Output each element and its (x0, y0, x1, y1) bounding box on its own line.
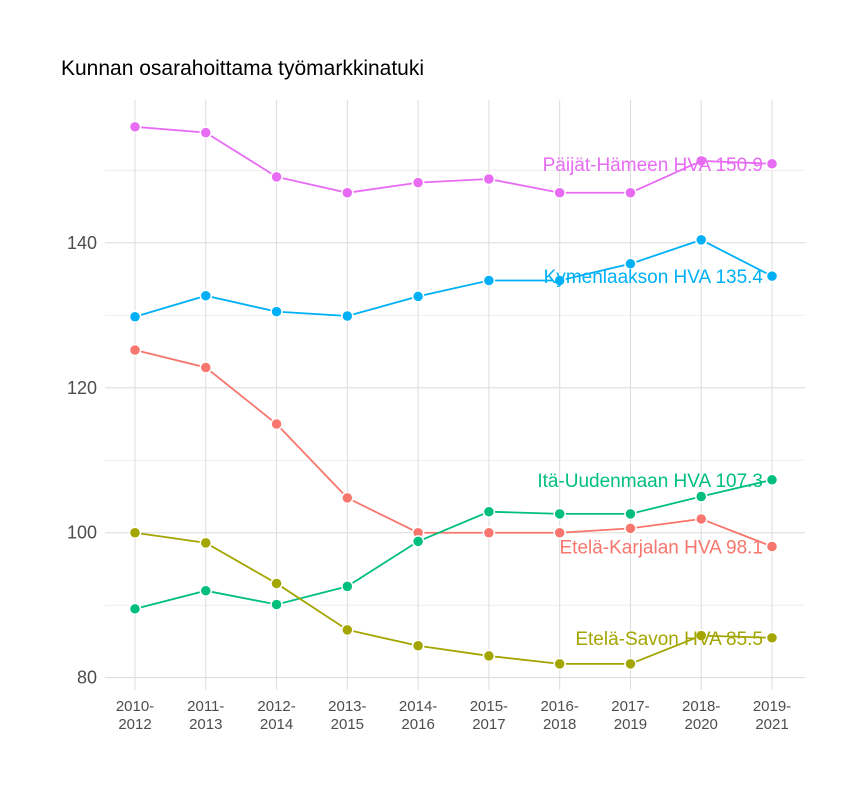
y-tick-label: 100 (67, 523, 97, 543)
data-point (411, 290, 425, 303)
x-tick-label: 2010-2012 (116, 698, 154, 733)
data-point (411, 639, 425, 653)
data-point (553, 657, 566, 671)
series-end-label: Päijät-Hämeen HVA 150.9 (543, 155, 763, 176)
data-point (341, 186, 354, 200)
x-tick-label: 2013-2015 (328, 698, 366, 733)
series-line (134, 125, 773, 194)
data-point (128, 602, 142, 616)
data-point (199, 289, 213, 302)
data-point (341, 580, 354, 593)
data-point (482, 649, 496, 663)
data-point (411, 176, 425, 189)
x-tick-label: 2014-2016 (399, 698, 437, 733)
data-point (128, 343, 142, 357)
data-point (624, 522, 637, 535)
series-end-label: Itä-Uudenmaan HVA 107.3 (537, 471, 763, 492)
data-point (270, 170, 283, 184)
data-point (624, 657, 637, 671)
data-point (624, 507, 637, 521)
data-point (765, 269, 779, 283)
y-tick-label: 120 (67, 378, 97, 398)
data-point (482, 505, 496, 518)
data-point (341, 491, 354, 505)
data-point (694, 233, 708, 247)
data-point (270, 598, 283, 611)
data-point (270, 417, 283, 431)
data-point (199, 536, 213, 550)
x-tick-label: 2019-2021 (753, 698, 791, 733)
x-tick-label: 2016-2018 (540, 698, 578, 733)
data-point (128, 526, 142, 539)
x-tick-label: 2012-2014 (257, 698, 295, 733)
data-point (624, 257, 637, 271)
x-tick-label: 2015-2017 (470, 698, 508, 733)
data-point (341, 623, 354, 637)
data-point (128, 310, 142, 323)
series-line (134, 238, 773, 318)
data-point (765, 157, 779, 171)
data-point (765, 540, 779, 553)
data-point (694, 512, 708, 526)
data-point (270, 577, 283, 590)
data-point (482, 526, 496, 539)
data-point (694, 154, 708, 168)
data-point (411, 535, 425, 548)
series-line (134, 478, 773, 610)
data-point (553, 274, 566, 287)
data-point (199, 584, 213, 597)
data-point (765, 631, 779, 645)
series-end-label: Etelä-Savon HVA 85.5 (575, 629, 763, 650)
data-point (694, 629, 708, 642)
data-point (270, 305, 283, 318)
series-end-label: Etelä-Karjalan HVA 98.1 (560, 537, 764, 558)
data-point (553, 526, 566, 539)
data-point (694, 490, 708, 503)
series-end-label: Kymenlaakson HVA 135.4 (544, 267, 764, 288)
series-line (134, 531, 773, 665)
data-point (624, 186, 637, 200)
data-point (482, 172, 496, 186)
chart-title: Kunnan osarahoittama työmarkkinatuki (61, 57, 425, 80)
data-point (553, 507, 566, 521)
data-point (765, 473, 779, 487)
x-tick-label: 2018-2020 (682, 698, 720, 733)
data-point (553, 186, 566, 200)
data-point (199, 126, 213, 139)
x-tick-label: 2017-2019 (611, 698, 649, 733)
data-point (482, 274, 496, 287)
y-tick-label: 80 (77, 668, 97, 688)
series-line (134, 349, 773, 548)
x-tick-label: 2011-2013 (187, 698, 224, 733)
y-tick-label: 140 (67, 233, 97, 253)
data-point (341, 309, 354, 323)
data-point (128, 120, 142, 134)
data-point (199, 361, 213, 374)
